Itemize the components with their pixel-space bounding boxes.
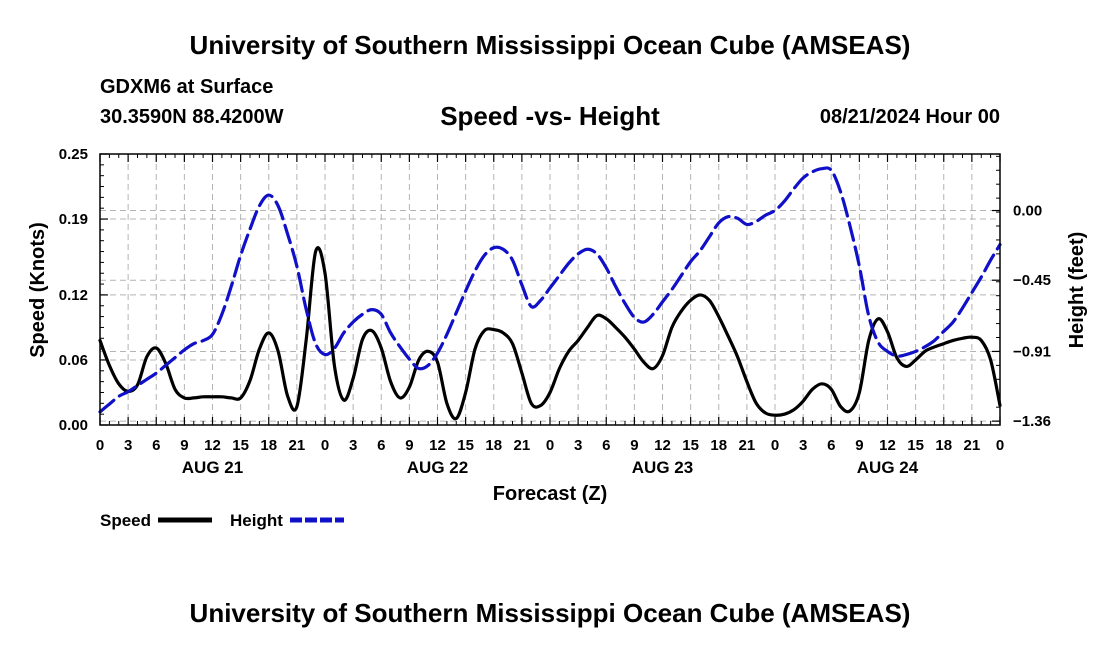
footer-title: University of Southern Mississippi Ocean… — [189, 598, 911, 628]
x-tick-label: 6 — [377, 437, 385, 454]
day-label: AUG 23 — [632, 458, 693, 477]
x-tick-label: 0 — [996, 437, 1004, 454]
x-tick-label: 3 — [799, 437, 807, 454]
station-coordinates: 30.3590N 88.4200W — [100, 106, 284, 128]
y-tick-label-left: 0.00 — [59, 417, 88, 434]
y-tick-label-right: −0.91 — [1013, 343, 1051, 360]
x-tick-label: 12 — [429, 437, 446, 454]
x-tick-label: 6 — [602, 437, 610, 454]
right-y-axis-label: Height (feet) — [1066, 232, 1088, 349]
x-tick-label: 18 — [260, 437, 277, 454]
y-tick-label-right: −1.36 — [1013, 413, 1051, 430]
y-tick-label-left: 0.06 — [59, 352, 88, 369]
x-tick-label: 9 — [405, 437, 413, 454]
legend-speed-label: Speed — [100, 511, 151, 530]
y-tick-label-right: 0.00 — [1013, 203, 1042, 220]
day-label: AUG 21 — [182, 458, 243, 477]
x-tick-label: 3 — [349, 437, 357, 454]
legend: Speed Height — [100, 511, 344, 530]
series-layer — [98, 166, 1002, 421]
x-tick-label: 18 — [710, 437, 727, 454]
height-series-line — [98, 166, 1002, 414]
x-tick-label: 9 — [630, 437, 638, 454]
grid — [100, 154, 1000, 425]
x-tick-label: 6 — [827, 437, 835, 454]
left-y-axis-label: Speed (Knots) — [27, 222, 49, 358]
y-tick-label-left: 0.12 — [59, 287, 88, 304]
chart-main-title: University of Southern Mississippi Ocean… — [189, 30, 911, 60]
y-tick-label-left: 0.19 — [59, 211, 88, 228]
x-tick-label: 15 — [457, 437, 474, 454]
x-tick-label: 18 — [485, 437, 502, 454]
x-tick-label: 0 — [546, 437, 554, 454]
x-tick-label: 0 — [96, 437, 104, 454]
y-tick-label-right: −0.45 — [1013, 272, 1051, 289]
x-tick-label: 21 — [289, 437, 306, 454]
x-tick-label: 9 — [180, 437, 188, 454]
station-label: GDXM6 at Surface — [100, 76, 274, 98]
x-tick-label: 0 — [321, 437, 329, 454]
x-tick-label: 15 — [907, 437, 924, 454]
x-tick-label: 15 — [682, 437, 699, 454]
chart-subtitle: Speed -vs- Height — [440, 101, 660, 131]
y-tick-label-left: 0.25 — [59, 146, 88, 163]
x-tick-label: 0 — [771, 437, 779, 454]
x-tick-label: 15 — [232, 437, 249, 454]
day-label: AUG 22 — [407, 458, 468, 477]
x-tick-label: 12 — [654, 437, 671, 454]
x-tick-label: 12 — [204, 437, 221, 454]
x-tick-label: 21 — [514, 437, 531, 454]
x-tick-label: 21 — [964, 437, 981, 454]
x-axis-label: Forecast (Z) — [493, 483, 607, 505]
x-tick-label: 18 — [935, 437, 952, 454]
x-tick-label: 21 — [739, 437, 756, 454]
forecast-date: 08/21/2024 Hour 00 — [819, 106, 1000, 128]
x-tick-label: 3 — [124, 437, 132, 454]
x-tick-label: 9 — [855, 437, 863, 454]
legend-height-label: Height — [230, 511, 283, 530]
speed-series-line — [98, 246, 1002, 421]
x-tick-label: 6 — [152, 437, 160, 454]
day-label: AUG 24 — [857, 458, 919, 477]
axes: 0 3 6 9 12 15 18 21 0 3 6 9 12 15 18 21 0 3 6 9 12 15 18 21 0 3 6 9… — [59, 146, 1051, 477]
x-tick-label: 12 — [879, 437, 896, 454]
x-tick-label: 3 — [574, 437, 582, 454]
